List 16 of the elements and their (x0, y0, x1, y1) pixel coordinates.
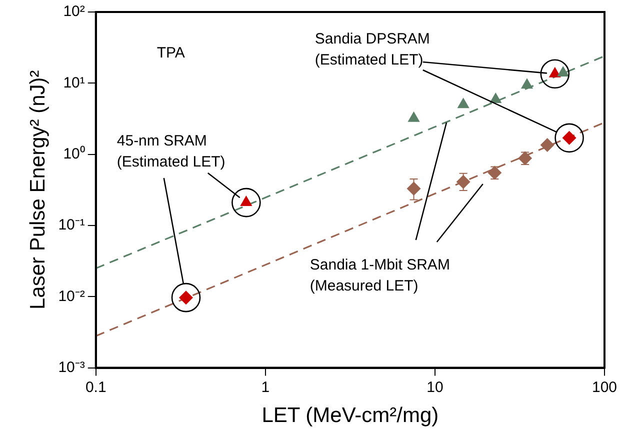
y-tick-label: 10⁻² (58, 288, 85, 305)
x-tick-label: 10 (426, 378, 444, 396)
x-axis-title: LET (MeV-cm²/mg) (262, 404, 439, 428)
annotation: Sandia DPSRAM (Estimated LET) (314, 30, 430, 69)
x-tick-label: 1 (261, 378, 270, 396)
y-tick-label: 10⁻¹ (58, 216, 85, 234)
y-tick-label: 10¹ (63, 74, 85, 92)
y-tick-label: 10² (63, 3, 85, 20)
annotation: Sandia 1-Mbit SRAM (Measured LET) (310, 256, 450, 295)
x-tick-label: 0.1 (85, 378, 106, 396)
y-axis-title: Laser Pulse Energy² (nJ)² (26, 70, 50, 310)
y-tick-label: 10⁻³ (58, 358, 85, 376)
annotation: TPA (156, 44, 185, 62)
annotation: 45-nm SRAM (Estimated LET) (116, 132, 226, 171)
x-tick-label: 100 (592, 378, 617, 396)
y-tick-label: 10⁰ (63, 145, 85, 162)
